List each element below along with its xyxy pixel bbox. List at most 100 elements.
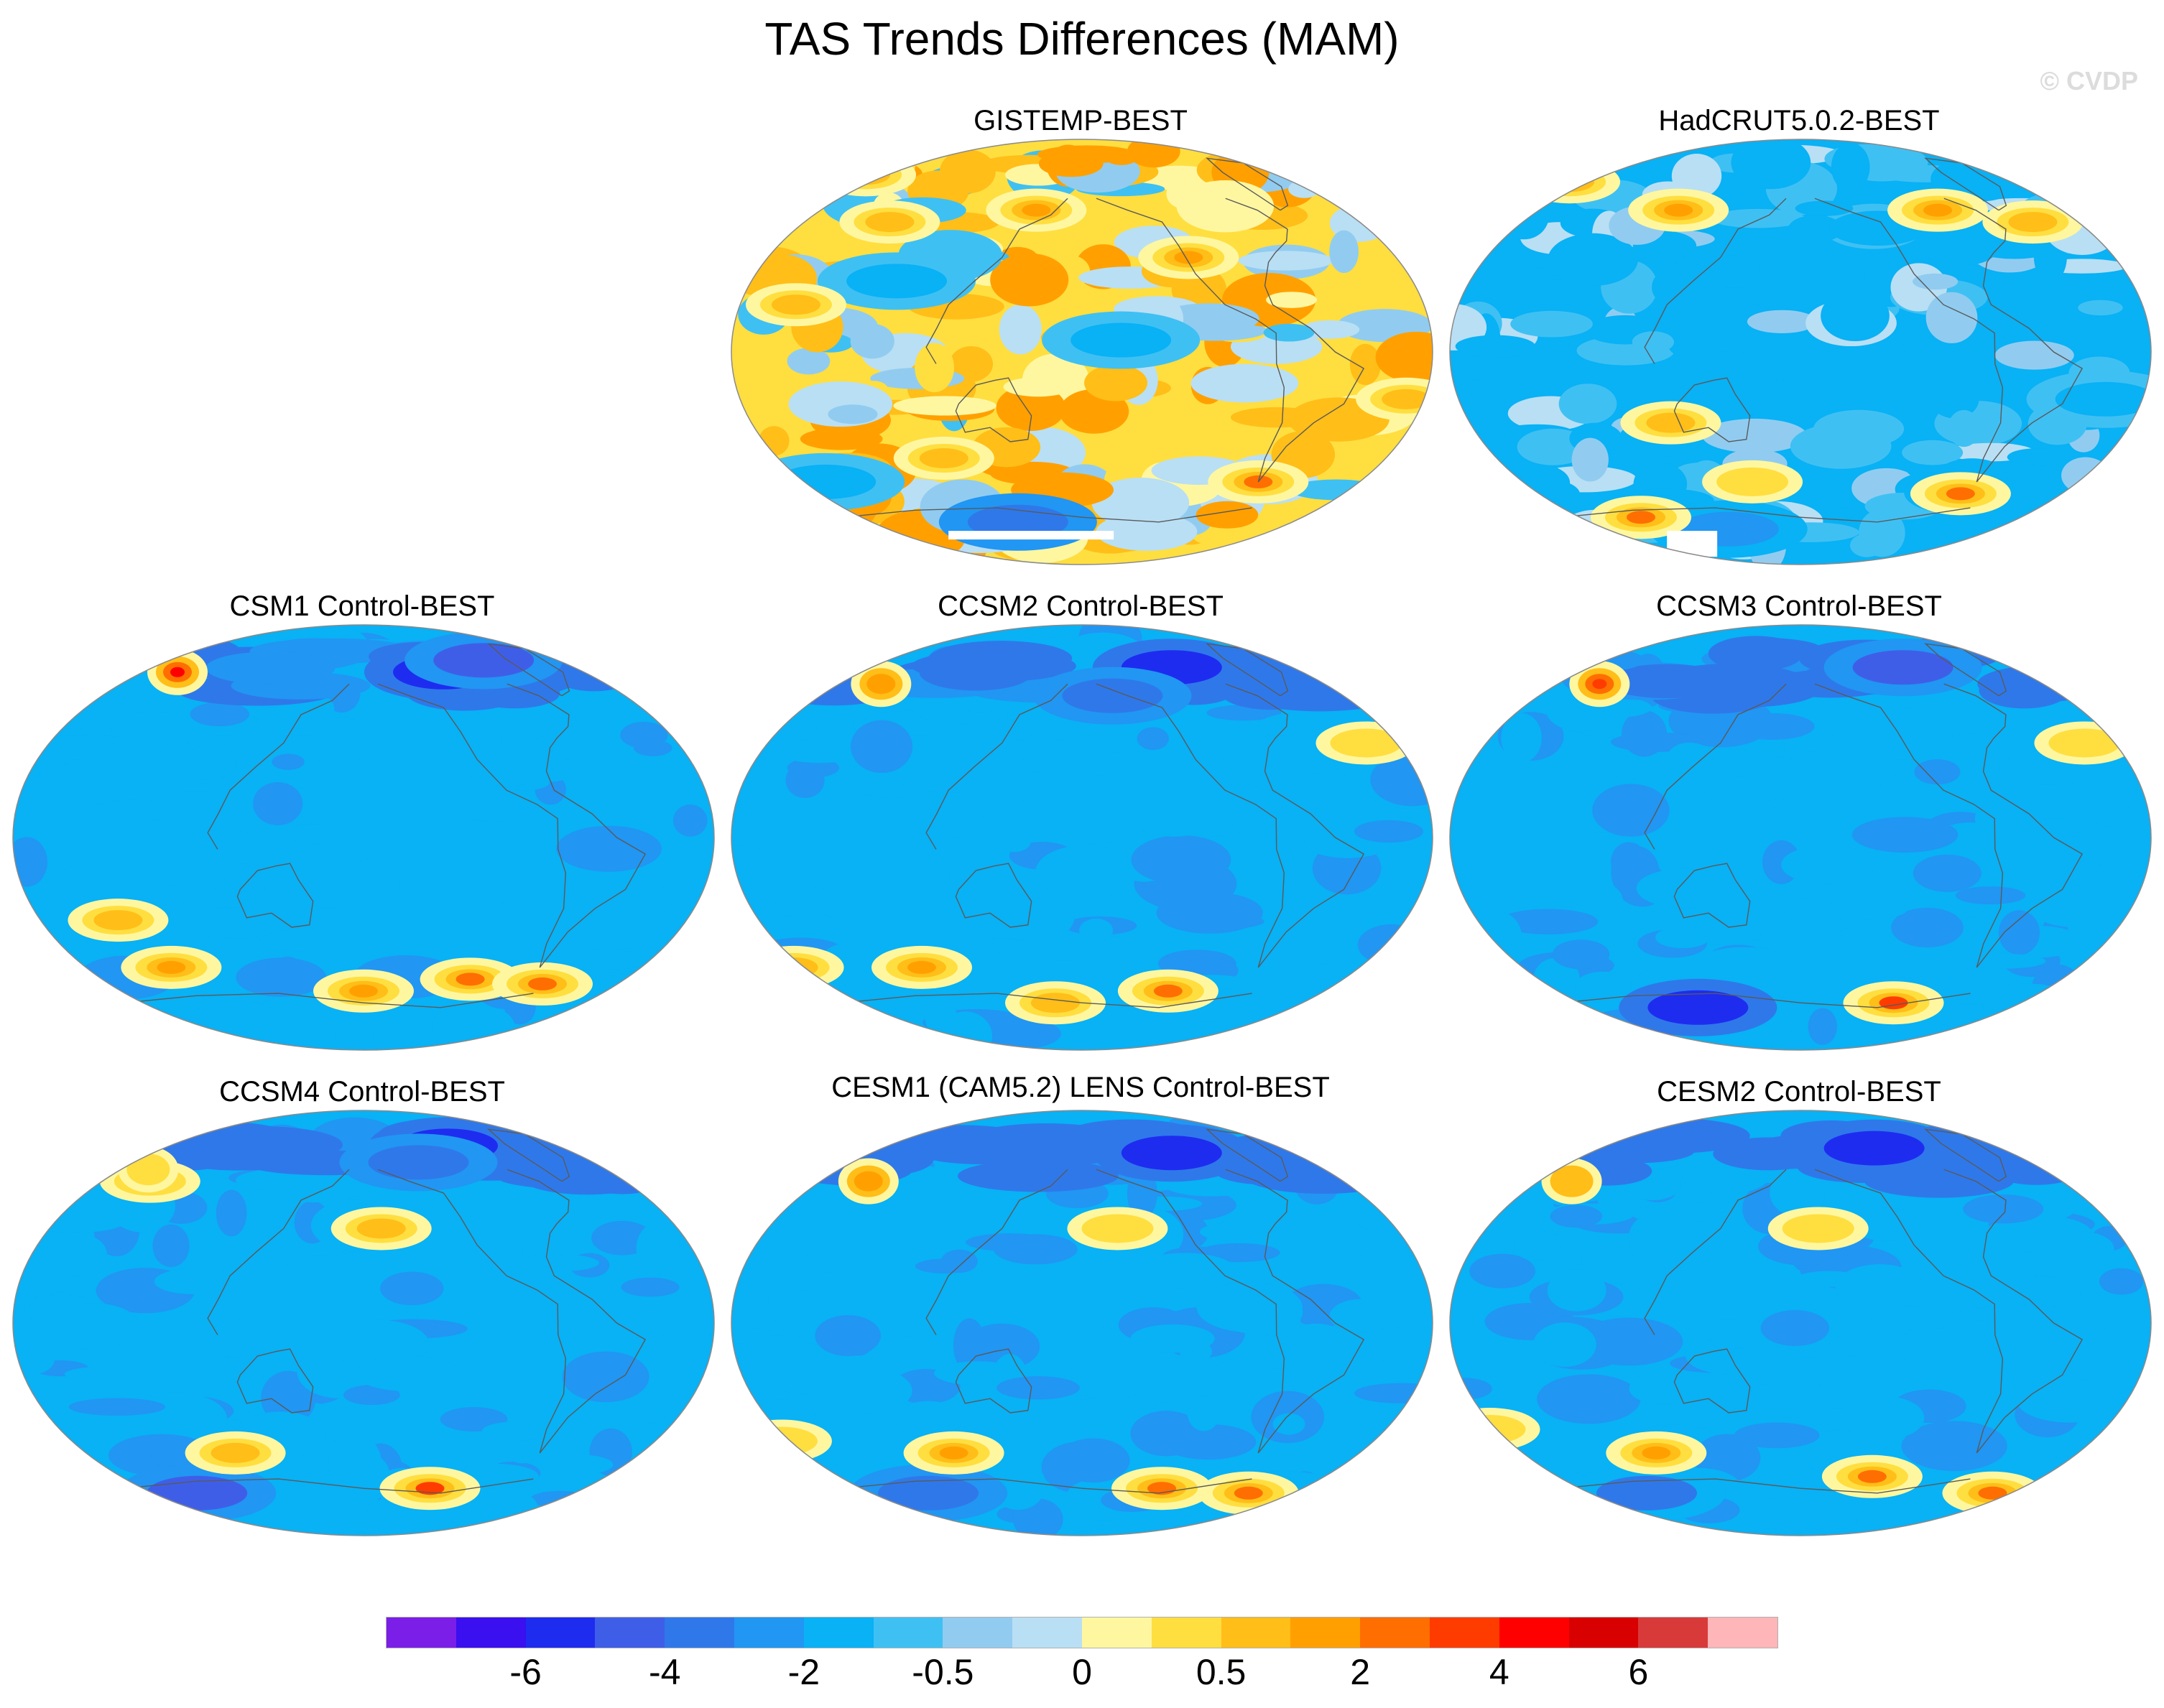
field-texture-blob: [48, 1303, 140, 1350]
field-texture-blob: [1547, 1269, 1606, 1312]
hotspot-patch: [1592, 679, 1607, 690]
cold-anomaly-patch: [1071, 322, 1172, 358]
field-texture-blob: [1238, 251, 1333, 271]
field-texture-blob: [1628, 1214, 1676, 1263]
field-texture-blob: [617, 875, 667, 929]
warm-anomaly-patch: [1382, 389, 1431, 409]
field-texture-blob: [1133, 1253, 1236, 1289]
field-texture-blob: [253, 782, 303, 825]
colorbar-swatch-10: [1081, 1618, 1152, 1648]
field-texture-blob: [24, 1209, 126, 1233]
field-texture-blob: [1475, 911, 1522, 964]
field-texture-blob: [223, 1250, 262, 1301]
colorbar-swatch-2: [525, 1618, 596, 1648]
map-outline: [731, 1110, 1433, 1536]
field-texture-blob: [1790, 423, 1892, 469]
hotspot-patch: [1550, 1165, 1594, 1197]
field-texture-blob: [949, 346, 993, 382]
field-texture-blob: [1497, 878, 1573, 903]
field-texture-blob: [1780, 845, 1874, 885]
field-texture-blob: [419, 919, 468, 953]
coastline: [1673, 863, 1751, 928]
field-texture-blob: [1537, 1374, 1641, 1424]
field-texture-blob: [1902, 440, 1964, 465]
field-texture-blob: [1963, 1194, 2044, 1224]
cold-anomaly-patch: [1647, 990, 1749, 1025]
warm-anomaly-patch: [771, 294, 820, 315]
missing-data-area: [1667, 531, 1718, 557]
warm-anomaly-patch: [2048, 728, 2121, 758]
coastline: [1923, 643, 2007, 697]
coastline: [1800, 507, 1971, 523]
warm-anomaly-patch: [1627, 511, 1656, 524]
field-texture-blob: [1187, 1395, 1221, 1431]
colorbar-swatch-19: [1708, 1618, 1777, 1648]
field-texture-blob: [1850, 533, 1884, 557]
field-texture-blob: [1792, 1355, 1885, 1383]
field-texture-blob: [621, 1277, 680, 1297]
field-texture-blob: [541, 1454, 614, 1475]
field-texture-blob: [1190, 363, 1299, 403]
field-texture-blob: [849, 797, 935, 840]
field-texture-blob: [2038, 853, 2087, 883]
field-texture-blob: [259, 1329, 295, 1378]
field-texture-blob: [939, 149, 996, 194]
field-texture-blob: [431, 1003, 515, 1049]
coastline: [955, 377, 1032, 442]
cold-anomaly-patch: [846, 264, 948, 299]
field-texture-blob: [1050, 817, 1133, 844]
warm-anomaly-patch: [2008, 212, 2058, 233]
field-texture-blob: [850, 323, 894, 359]
field-texture-blob: [1851, 817, 1959, 853]
field-texture-blob: [533, 1281, 570, 1322]
field-texture-blob: [800, 1250, 859, 1273]
coastline: [925, 198, 1068, 364]
field-texture-blob: [1912, 273, 1959, 290]
coastline: [236, 863, 314, 928]
field-texture-blob: [1982, 983, 2078, 1030]
field-texture-blob: [1375, 331, 1433, 383]
field-texture-blob: [1692, 947, 1795, 988]
map-panel-hadcrut: [1449, 139, 2152, 565]
map-panel-gistemp: [731, 139, 1433, 565]
field-texture-blob: [1514, 1230, 1560, 1261]
coastline: [124, 1478, 364, 1489]
field-texture-blob: [1211, 784, 1270, 815]
coastline: [1923, 1128, 2007, 1182]
field-texture-blob: [737, 1335, 821, 1390]
coastline: [1814, 198, 2004, 483]
field-texture-blob: [994, 1234, 1078, 1265]
warm-anomaly-patch: [1022, 203, 1051, 217]
warm-anomaly-patch: [865, 212, 915, 233]
panel-title-cesm1: CESM1 (CAM5.2) LENS Control-BEST: [831, 1072, 1330, 1103]
field-texture-blob: [1710, 638, 1823, 662]
field-texture-blob: [1925, 292, 1978, 343]
field-texture-blob: [1770, 1169, 1825, 1217]
field-texture-blob: [774, 886, 837, 920]
field-texture-blob: [1821, 290, 1890, 342]
map-outline: [1449, 1110, 2152, 1536]
field-texture-blob: [1747, 310, 1817, 333]
field-texture-blob: [1232, 812, 1313, 841]
field-texture-blob: [1498, 909, 1599, 934]
field-texture-blob: [1045, 886, 1076, 934]
hotspot-patch: [126, 1154, 170, 1186]
field-texture-blob: [1127, 139, 1180, 168]
field-texture-blob: [1608, 756, 1645, 779]
warm-anomaly-patch: [1646, 412, 1696, 433]
field-texture-blob: [453, 806, 556, 822]
field-texture-blob: [1994, 340, 2074, 370]
colorbar-tick-label: -6: [509, 1652, 542, 1692]
field-texture-blob: [828, 404, 878, 424]
coastline: [363, 1478, 534, 1494]
field-texture-blob: [787, 348, 831, 375]
warm-anomaly-patch: [939, 1446, 968, 1459]
field-texture-blob: [776, 738, 864, 764]
field-texture-blob: [1329, 230, 1359, 274]
warm-anomaly-patch: [1716, 467, 1789, 496]
field-texture-blob: [1552, 939, 1610, 970]
field-texture-blob: [1655, 927, 1710, 949]
field-texture-blob: [815, 1315, 881, 1357]
warm-anomaly-patch: [1244, 475, 1273, 488]
warm-anomaly-patch: [1978, 1486, 2007, 1500]
